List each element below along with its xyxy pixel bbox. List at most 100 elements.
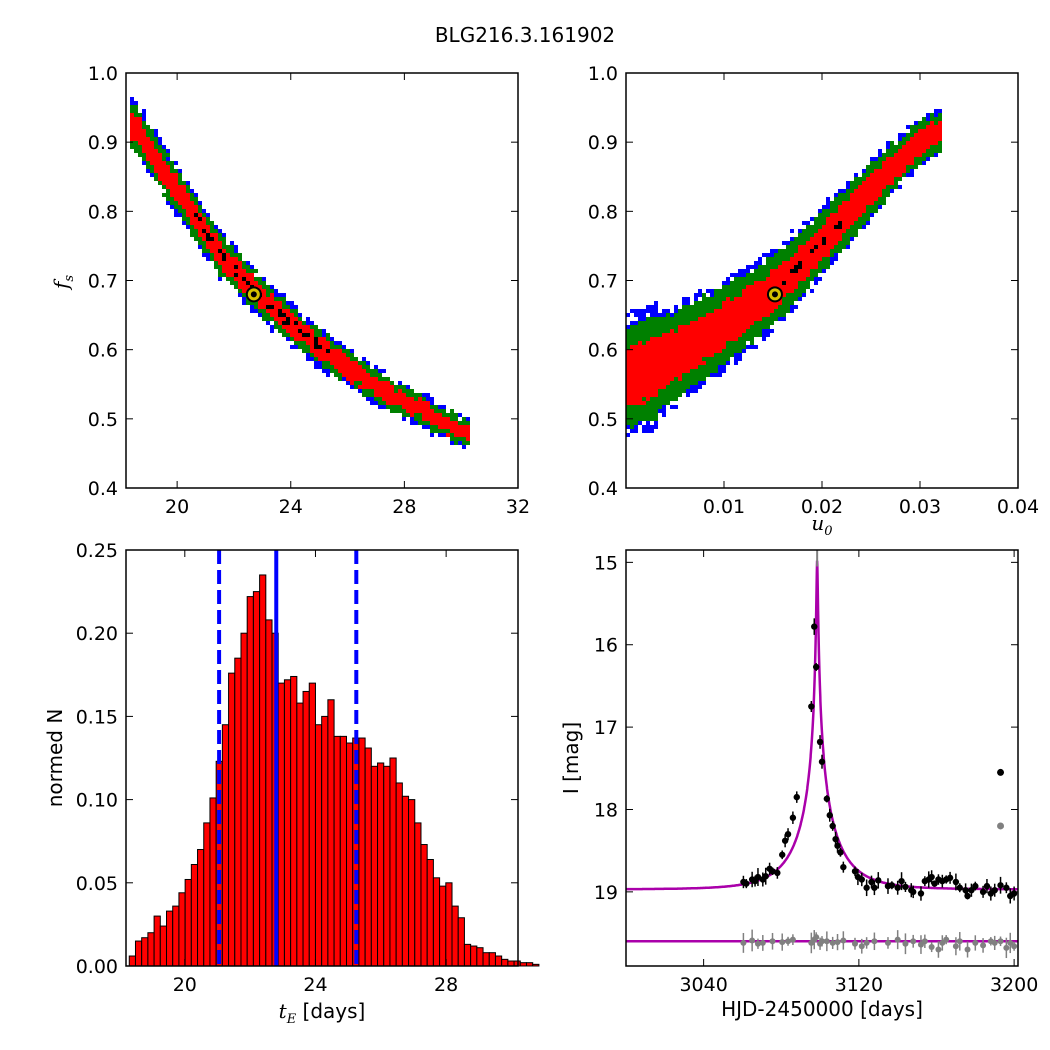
density-cell-inner <box>814 249 818 253</box>
density-cell-mid <box>790 245 794 249</box>
density-cell-inner <box>902 145 906 149</box>
density-cell-outer <box>326 373 330 377</box>
density-cell-mid <box>914 129 918 133</box>
residual-point <box>991 939 998 946</box>
density-cell-inner <box>718 325 722 329</box>
density-cell-outer <box>362 357 366 361</box>
density-cell-mid <box>430 429 434 433</box>
density-cell-inner <box>878 177 882 181</box>
density-cell-mid <box>630 421 634 425</box>
density-cell-inner <box>434 417 438 421</box>
density-cell-mid <box>170 165 174 169</box>
density-cell-inner <box>714 309 718 313</box>
density-cell-mid <box>698 301 702 305</box>
observation-point <box>779 851 786 858</box>
density-cell-mid <box>714 301 718 305</box>
density-cell-mid <box>782 305 786 309</box>
density-cell-mid <box>746 337 750 341</box>
density-cell-outer <box>290 301 294 305</box>
density-cell-inner <box>658 373 662 377</box>
density-cell-outer <box>726 361 730 365</box>
axes-frame <box>125 72 519 489</box>
density-cell-mid <box>710 357 714 361</box>
density-cell-mid <box>370 373 374 377</box>
y-tick-label: 0.00 <box>76 956 118 978</box>
density-cell-outer <box>782 241 786 245</box>
density-cell-mid <box>690 305 694 309</box>
density-cell-mid <box>698 373 702 377</box>
density-cell-inner <box>774 281 778 285</box>
density-cell-inner <box>762 305 766 309</box>
observation-point <box>894 884 901 891</box>
density-cell-mid <box>762 321 766 325</box>
density-cell-mid <box>874 201 878 205</box>
density-cell-inner <box>314 349 318 353</box>
density-cell-inner <box>446 433 450 437</box>
density-cell-outer <box>722 369 726 373</box>
density-cell-inner <box>818 245 822 249</box>
density-cell-inner <box>654 385 658 389</box>
density-cell-outer <box>686 301 690 305</box>
density-cell-mid <box>654 321 658 325</box>
density-cell-inner <box>786 289 790 293</box>
density-cell-mid <box>138 113 142 117</box>
observation-point <box>888 882 896 889</box>
density-cell-inner <box>818 257 822 261</box>
density-cell-mid <box>798 289 802 293</box>
density-cell-outer <box>694 385 698 389</box>
density-cell-inner <box>310 337 314 341</box>
density-cell-mid <box>730 285 734 289</box>
density-cell-inner <box>802 277 806 281</box>
density-cell-inner <box>166 173 170 177</box>
density-cell-inner <box>818 233 822 237</box>
density-cell-mid <box>766 257 770 261</box>
density-cell-inner <box>770 277 774 281</box>
density-cell-inner <box>862 193 866 197</box>
density-cell-inner <box>634 357 638 361</box>
density-cell-inner <box>806 269 810 273</box>
density-cell-mid <box>778 305 782 309</box>
density-cell-core <box>798 261 802 265</box>
density-cell-mid <box>750 281 754 285</box>
density-cell-inner <box>674 361 678 365</box>
density-cell-outer <box>650 305 654 309</box>
observation-point <box>962 887 969 894</box>
density-cell-inner <box>298 325 302 329</box>
density-cell-inner <box>830 233 834 237</box>
density-cell-inner <box>894 173 898 177</box>
y-tick-label: 0.20 <box>76 623 118 645</box>
density-cell-inner <box>358 377 362 381</box>
density-cell-mid <box>654 413 658 417</box>
density-cell-inner <box>762 293 766 297</box>
density-cell-mid <box>678 313 682 317</box>
density-cell-inner <box>918 149 922 153</box>
density-cell-mid <box>450 417 454 421</box>
density-cell-inner <box>722 313 726 317</box>
density-cell-mid <box>258 309 262 313</box>
observation-point <box>808 703 815 710</box>
density-cell-inner <box>790 281 794 285</box>
density-cell-inner <box>794 257 798 261</box>
residual-point <box>972 939 979 946</box>
density-cell-mid <box>670 317 674 321</box>
density-cell-inner <box>886 157 890 161</box>
density-cell-inner <box>642 381 646 385</box>
density-cell-inner <box>742 309 746 313</box>
density-cell-inner <box>450 429 454 433</box>
density-cell-mid <box>686 317 690 321</box>
density-cell-inner <box>806 261 810 265</box>
density-cell-mid <box>866 209 870 213</box>
density-cell-mid <box>702 309 706 313</box>
density-cell-inner <box>166 185 170 189</box>
density-cell-inner <box>910 153 914 157</box>
density-cell-inner <box>334 349 338 353</box>
density-cell-inner <box>642 349 646 353</box>
density-cell-inner <box>226 273 230 277</box>
residual-point <box>956 938 963 945</box>
histogram-bar <box>252 591 261 967</box>
density-cell-inner <box>830 225 834 229</box>
density-cell-mid <box>658 329 662 333</box>
density-cell-inner <box>914 149 918 153</box>
density-cell-inner <box>882 181 886 185</box>
density-cell-mid <box>150 137 154 141</box>
